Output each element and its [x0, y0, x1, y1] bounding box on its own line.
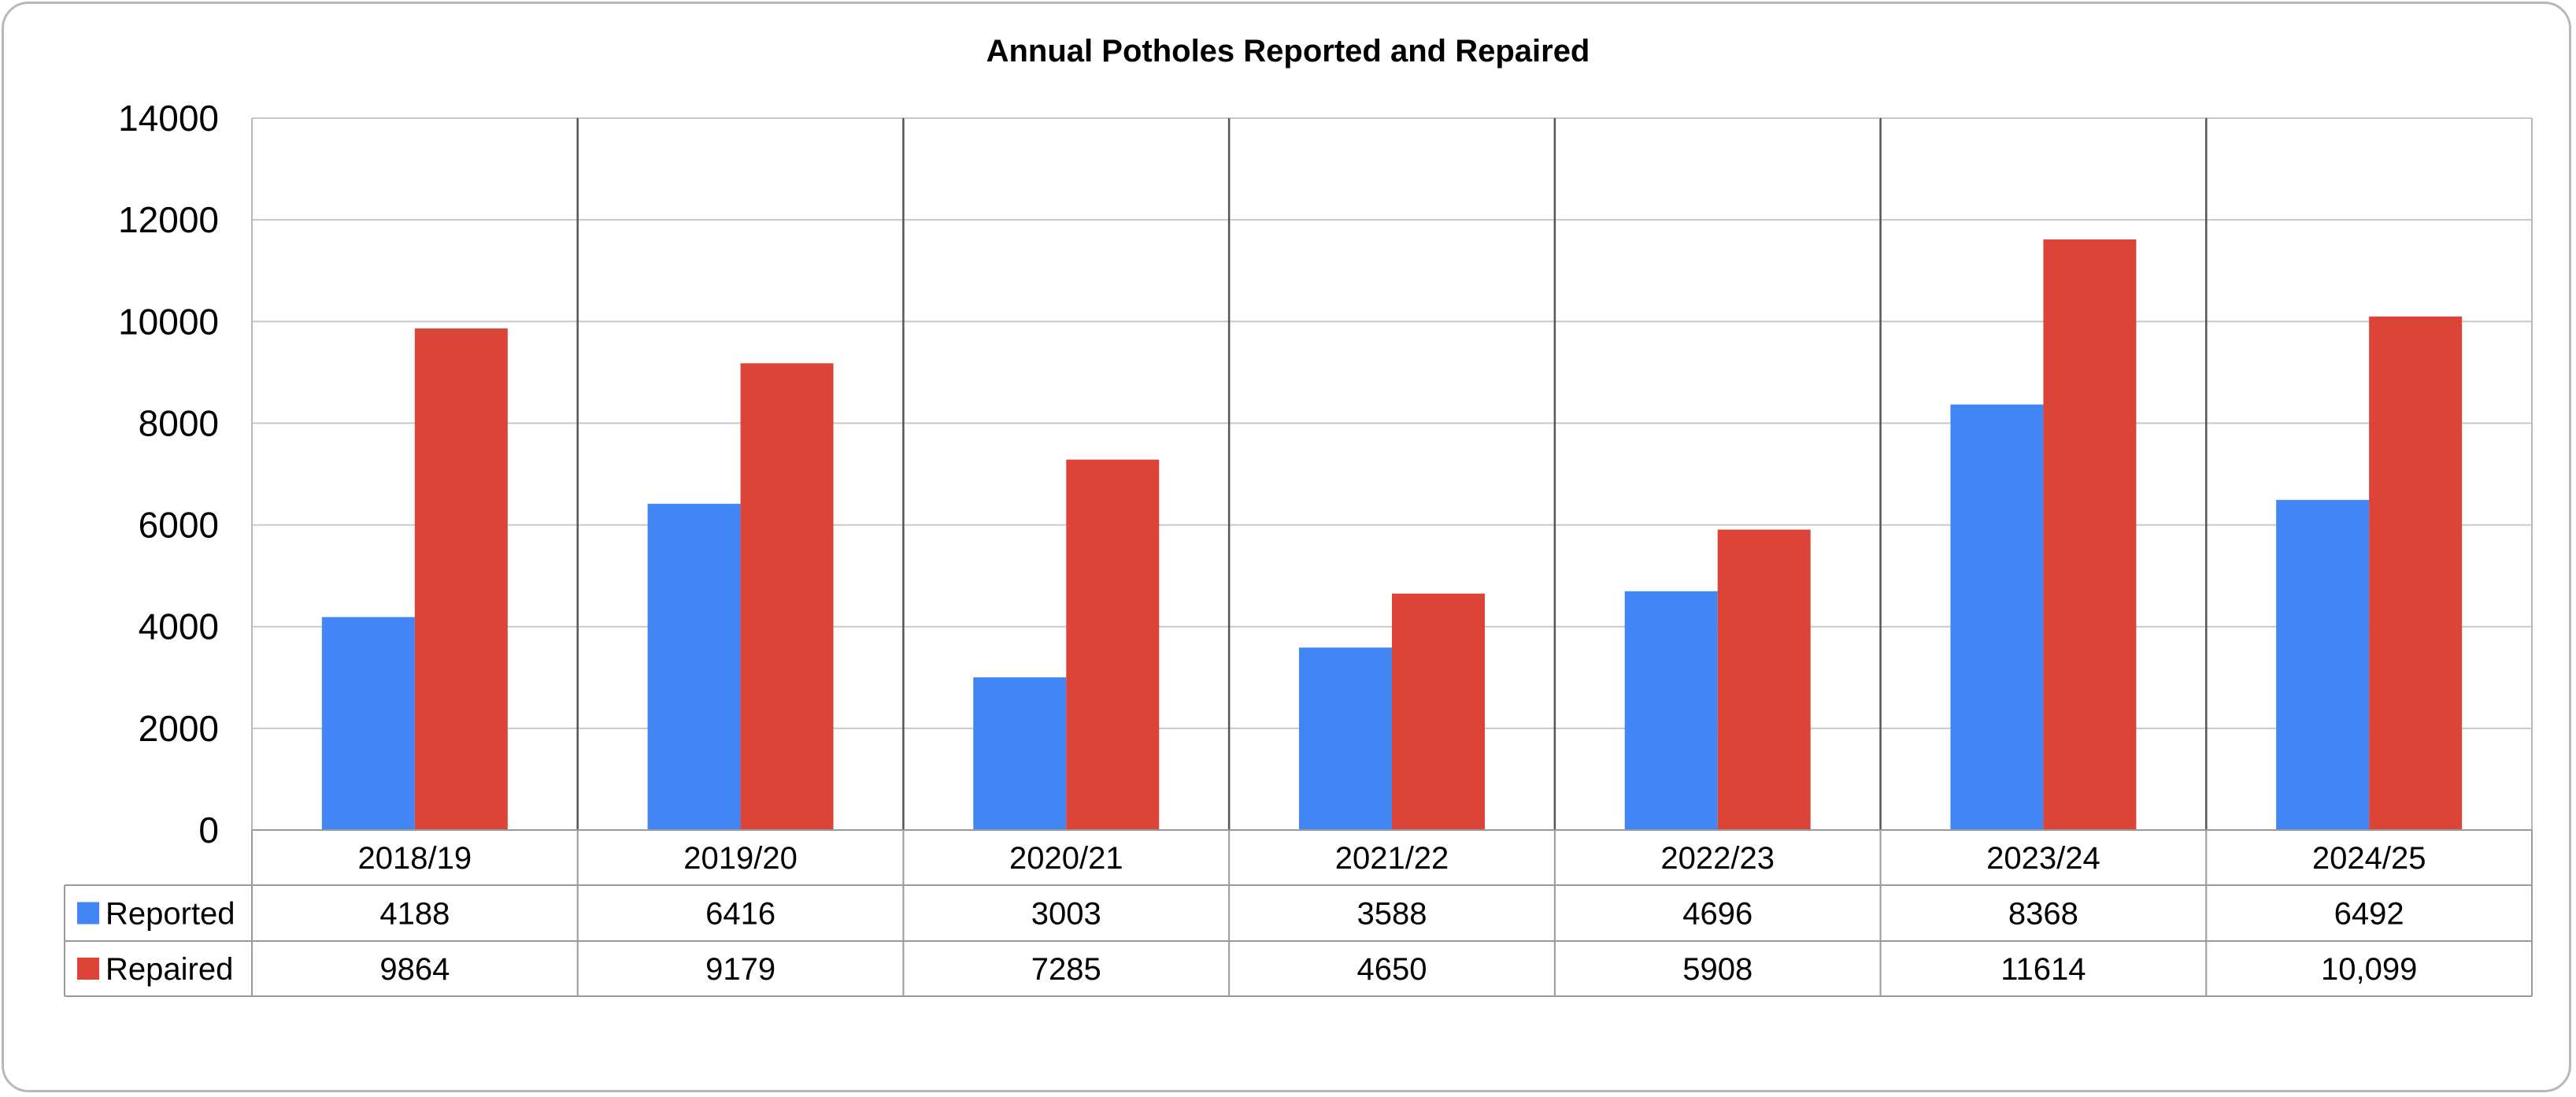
y-tick-label: 4000	[139, 606, 219, 647]
x-tick-label: 2019/20	[683, 841, 798, 876]
bar-repaired	[414, 328, 508, 831]
bar-repaired	[2043, 239, 2137, 831]
legend-swatch-repaired	[77, 958, 99, 980]
x-tick-label: 2024/25	[2312, 841, 2426, 876]
data-label-repaired: 10,099	[2321, 952, 2417, 987]
data-label-reported: 6492	[2334, 897, 2404, 932]
bar-reported	[1950, 404, 2044, 830]
data-label-repaired: 7285	[1031, 952, 1101, 987]
legend-label-repaired: Repaired	[105, 952, 233, 987]
data-table: 2018/19 2019/20 2020/21 2021/22 2022/23 2023/…	[64, 829, 2533, 997]
y-axis: 0 2000 4000 6000 8000 10000 12000 14000	[118, 98, 219, 851]
x-tick-label: 2020/21	[1009, 841, 1123, 876]
data-label-reported: 4696	[1682, 897, 1752, 932]
data-label-reported: 6416	[705, 897, 775, 932]
bar-repaired	[1066, 459, 1160, 830]
data-label-repaired: 4650	[1357, 952, 1427, 987]
bar-reported	[321, 617, 415, 830]
data-label-repaired: 11614	[2000, 952, 2086, 987]
bar-reported	[973, 677, 1067, 830]
y-tick-label: 0	[198, 810, 219, 851]
y-tick-label: 12000	[118, 199, 219, 240]
x-tick-label: 2018/19	[358, 841, 472, 876]
x-tick-label: 2023/24	[1986, 841, 2100, 876]
y-tick-label: 2000	[139, 708, 219, 749]
legend-label-reported: Reported	[105, 897, 235, 932]
data-label-repaired: 9864	[379, 952, 450, 987]
y-tick-label: 10000	[118, 301, 219, 342]
bar-reported	[647, 503, 741, 830]
bar-reported	[2276, 499, 2370, 830]
bar-reported	[1299, 647, 1392, 830]
bar-repaired	[2369, 316, 2463, 830]
bar-repaired	[740, 363, 834, 831]
y-tick-label: 14000	[118, 98, 219, 139]
data-label-reported: 4188	[379, 897, 450, 932]
legend-swatch-reported	[77, 902, 99, 925]
x-tick-label: 2021/22	[1335, 841, 1449, 876]
chart-title: Annual Potholes Reported and Repaired	[986, 34, 1590, 69]
data-label-reported: 3003	[1031, 897, 1101, 932]
bars	[321, 239, 2463, 831]
y-tick-label: 8000	[139, 402, 219, 443]
bar-repaired	[1392, 593, 1485, 830]
bar-reported	[1624, 591, 1718, 830]
bar-repaired	[1717, 529, 1811, 830]
x-tick-label: 2022/23	[1660, 841, 1775, 876]
data-label-repaired: 5908	[1682, 952, 1752, 987]
data-label-reported: 8368	[2008, 897, 2078, 932]
y-tick-label: 6000	[139, 505, 219, 546]
data-label-repaired: 9179	[705, 952, 775, 987]
data-label-reported: 3588	[1357, 897, 1427, 932]
